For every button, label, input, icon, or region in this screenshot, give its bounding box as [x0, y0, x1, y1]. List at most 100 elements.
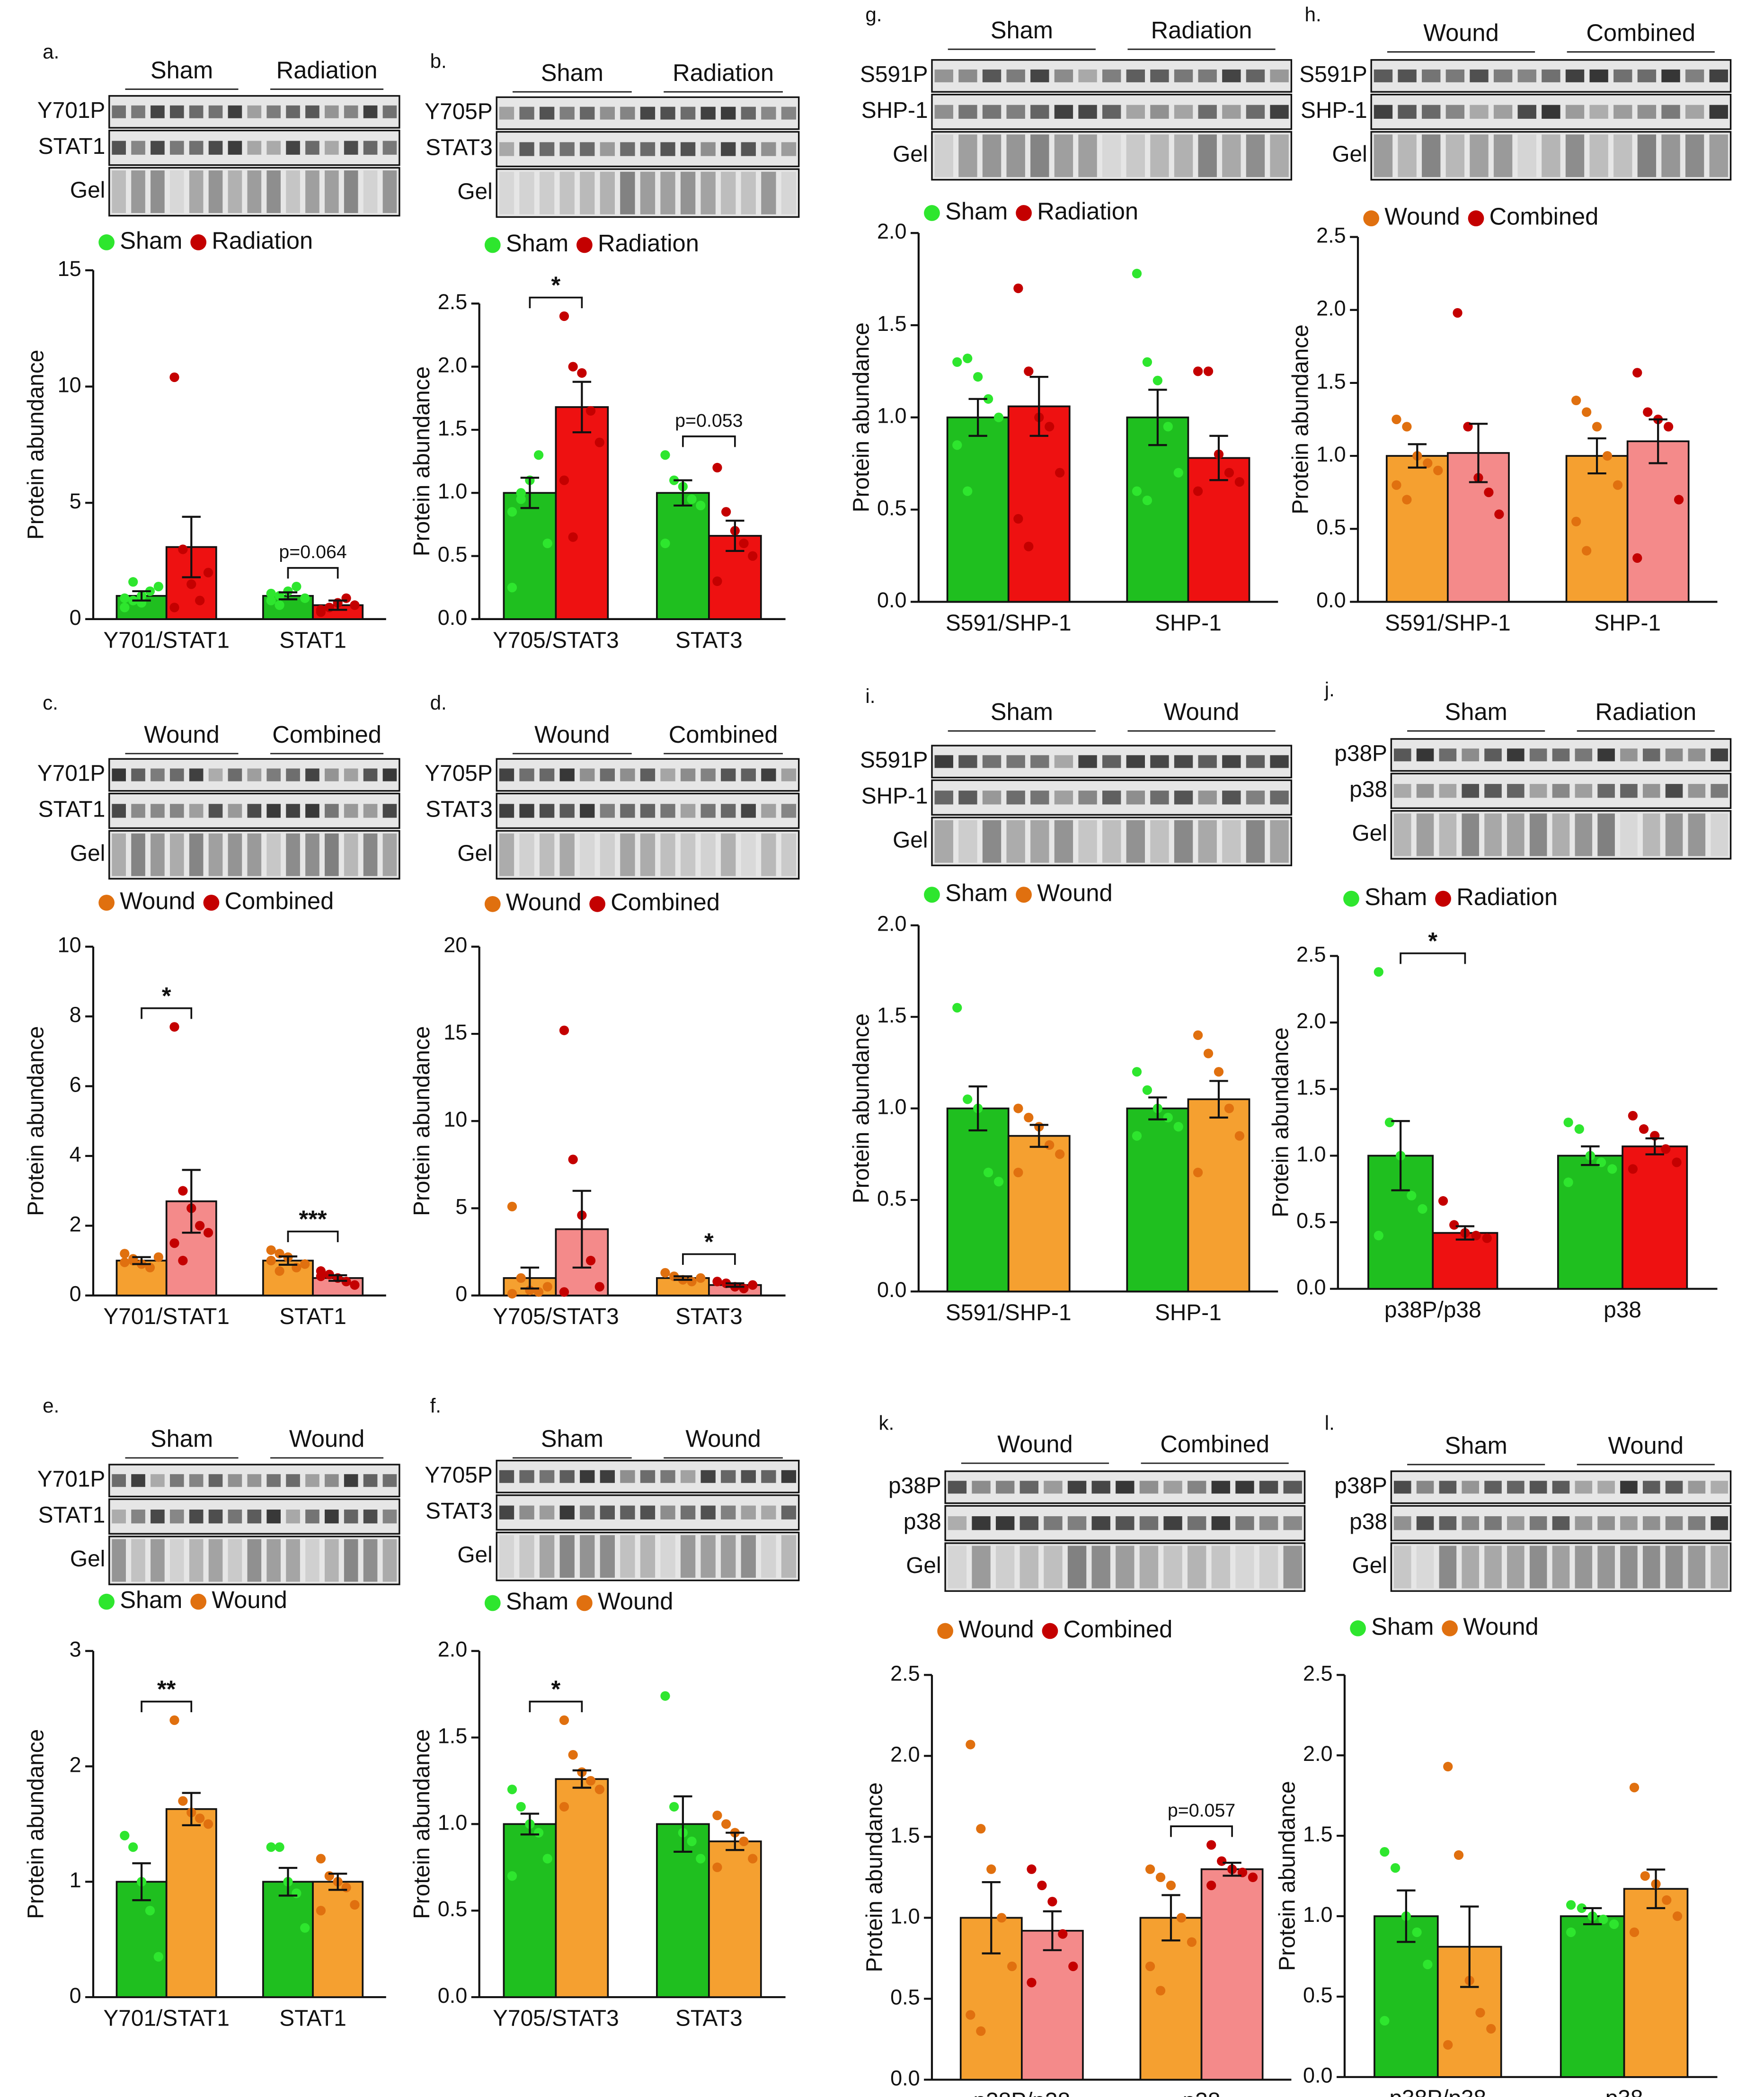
blot-row-label: p38 [1349, 777, 1387, 802]
blot-band [640, 107, 656, 120]
blot-lane [781, 833, 797, 876]
panel: g. Sham Radiation S591P SHP-1 Gel Sham Radiatio… [849, 3, 1293, 636]
blot-band [382, 1510, 397, 1524]
y-tick-label: 0.5 [877, 1186, 907, 1210]
blot-band [266, 768, 281, 782]
data-point [1380, 2016, 1390, 2026]
y-tick-label: 1.5 [1316, 369, 1346, 393]
panel-label: b. [430, 50, 447, 72]
legend-label: Radiation [212, 227, 313, 254]
y-tick-label: 0.0 [1303, 2063, 1333, 2088]
blot-band [700, 804, 716, 818]
significance-bracket [1170, 1825, 1233, 1837]
blot-band [169, 105, 184, 118]
blot-lane [286, 833, 300, 876]
legend-marker [924, 887, 940, 903]
data-point [1571, 395, 1581, 406]
blot-band [151, 105, 165, 118]
blot-lane [305, 170, 319, 213]
significance-bracket [529, 296, 583, 309]
blot-band [382, 141, 397, 155]
blot-group-label: Wound [1164, 698, 1239, 725]
significance-bracket [682, 435, 736, 447]
blot-lane [1484, 1546, 1502, 1589]
x-tick-label: STAT1 [279, 628, 346, 653]
blot-band [559, 142, 575, 156]
blot-band [934, 69, 953, 82]
data-point [1423, 458, 1433, 468]
blot-band [600, 1505, 615, 1519]
data-point [186, 579, 196, 589]
data-point [1163, 1112, 1173, 1123]
panel-label: g. [865, 3, 882, 26]
blot-band [1484, 1481, 1502, 1494]
blot-band [519, 107, 534, 120]
data-point [1214, 1067, 1224, 1077]
blot-lane [1620, 813, 1638, 856]
blot-band [266, 141, 281, 155]
x-tick-label: Y701/STAT1 [103, 628, 230, 653]
blot-lane [1222, 134, 1241, 178]
error-bar [1148, 389, 1167, 446]
panel: c. Wound Combined Y701P STAT1 Gel Wound Combine… [23, 692, 400, 1329]
legend-marker [1442, 1620, 1458, 1636]
data-point [1155, 1986, 1166, 1996]
significance-label: * [162, 982, 171, 1009]
blot-lane [1597, 813, 1615, 856]
blot-band [781, 768, 797, 782]
blot-band [519, 768, 534, 782]
blot-lane [1222, 820, 1241, 863]
blot-lane [1575, 813, 1593, 856]
blot-band [1685, 69, 1704, 82]
panel-label: k. [878, 1412, 894, 1434]
blot-lane [382, 170, 397, 213]
y-tick-label: 10 [58, 373, 81, 397]
blot-lane [580, 833, 595, 876]
blot-band [580, 107, 595, 120]
legend-label: Combined [1489, 203, 1599, 230]
blot-band [1422, 105, 1441, 119]
data-point [559, 311, 569, 321]
blot-lane [363, 1539, 378, 1582]
x-tick-label: Y705/STAT3 [493, 1304, 619, 1329]
blot-band [620, 1470, 635, 1483]
blot-band [1711, 1516, 1728, 1530]
blot-band [680, 107, 696, 120]
blot-lane [539, 171, 555, 214]
blot-band [1445, 105, 1465, 119]
blot-band [1188, 1516, 1206, 1530]
blot-band [1174, 755, 1193, 768]
x-tick-label: p38 [1183, 2088, 1221, 2097]
blot-band [1565, 69, 1585, 82]
x-tick-label: S591/SHP-1 [946, 1300, 1072, 1325]
blot-band [600, 1470, 615, 1483]
blot-lane [1462, 813, 1479, 856]
blot-band [499, 768, 514, 782]
blot-band [1445, 69, 1465, 82]
blot-band [1393, 784, 1411, 798]
blot-band [363, 105, 378, 118]
blot-lane [228, 170, 242, 213]
y-tick-label: 0.0 [890, 2066, 920, 2090]
blot-band [1198, 791, 1217, 805]
data-point [507, 1785, 517, 1795]
blot-band [247, 1510, 262, 1524]
panel-label: l. [1325, 1412, 1335, 1434]
blot-lane [344, 170, 358, 213]
data-point [120, 1830, 130, 1840]
blot-lane [1006, 134, 1025, 178]
blot-lane [112, 170, 126, 213]
blot-band [1589, 69, 1608, 82]
panel: d. Wound Combined Y705P STAT3 Gel Wound Combine… [409, 692, 800, 1329]
blot-row-label: Gel [457, 179, 492, 204]
blot-row-label: S591P [860, 747, 928, 773]
panel: a. Sham Radiation Y701P STAT1 Gel Sham Radiatio… [23, 41, 400, 653]
blot-row-label: SHP-1 [1301, 98, 1367, 123]
data-point [696, 1854, 706, 1864]
data-point [983, 394, 993, 404]
legend-marker [1363, 210, 1380, 227]
blot-band [1507, 784, 1525, 798]
error-bar [182, 1792, 201, 1826]
blot-band [761, 107, 776, 120]
data-point [195, 1813, 205, 1823]
